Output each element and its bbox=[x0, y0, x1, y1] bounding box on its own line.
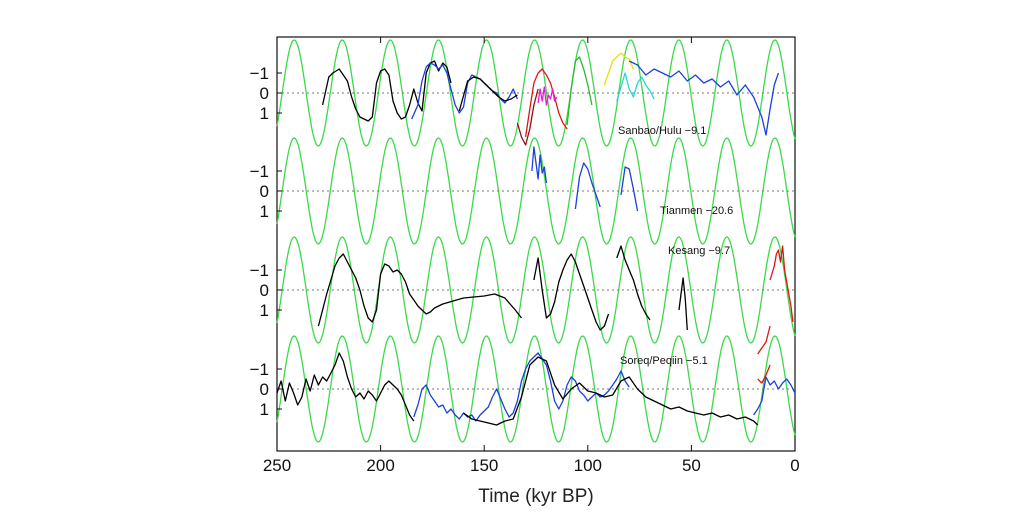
series-sanbao-hulu-red bbox=[524, 68, 568, 138]
series-sanbao-hulu-cyan bbox=[616, 72, 655, 102]
insolation-curve-4 bbox=[276, 335, 796, 443]
series-kesang-black-2 bbox=[533, 253, 610, 331]
insolation-curve-1 bbox=[276, 39, 796, 147]
insolation-curve-3 bbox=[276, 236, 796, 344]
insolation-layer bbox=[276, 39, 796, 443]
series-soreq-peqiin-black bbox=[276, 352, 415, 422]
series-sanbao-hulu-green bbox=[566, 56, 593, 126]
series-soreq-peqiin-blue bbox=[413, 352, 630, 422]
series-tianmen-blue-3 bbox=[620, 166, 639, 212]
series-tianmen-blue-2 bbox=[574, 162, 601, 210]
panel-label-group: Sanbao/Hulu −9.1 Tianmen −20.6 Kesang −9.7… bbox=[618, 125, 733, 367]
y-tick-label: 1 bbox=[260, 301, 269, 320]
y-tick-label: 0 bbox=[260, 281, 269, 300]
x-tick-label: 50 bbox=[682, 456, 701, 475]
series-kesang-black-3 bbox=[616, 245, 651, 321]
y-tick-label: 0 bbox=[260, 182, 269, 201]
plot-frame bbox=[276, 36, 796, 452]
series-sanbao-hulu-magenta bbox=[537, 86, 558, 106]
y-tick-group: −101−101−101−101 bbox=[250, 64, 282, 419]
panel-label: Kesang −9.7 bbox=[668, 245, 730, 257]
x-tick-label: 150 bbox=[470, 456, 498, 475]
series-kesang-black bbox=[317, 253, 523, 327]
x-tick-label: 200 bbox=[366, 456, 394, 475]
y-tick-label: 0 bbox=[260, 84, 269, 103]
insolation-curve-2 bbox=[276, 137, 796, 245]
x-tick-label: 100 bbox=[574, 456, 602, 475]
y-tick-label: −1 bbox=[250, 360, 269, 379]
x-tick-label: 250 bbox=[263, 456, 291, 475]
series-sanbao-hulu-darkred bbox=[516, 88, 539, 146]
x-axis-title: Time (kyr BP) bbox=[478, 486, 593, 507]
y-tick-label: 1 bbox=[260, 104, 269, 123]
series-soreq-peqiin-red bbox=[757, 364, 771, 384]
series-layer bbox=[276, 52, 796, 426]
series-soreq-peqiin-blue-2 bbox=[753, 376, 796, 416]
series-sanbao-hulu-blue-2 bbox=[628, 60, 780, 136]
y-tick-label: 0 bbox=[260, 380, 269, 399]
y-tick-label: 1 bbox=[260, 202, 269, 221]
series-kesang-red-2 bbox=[757, 325, 771, 355]
series-tianmen-blue bbox=[531, 146, 548, 184]
series-sanbao-hulu-black-2 bbox=[458, 76, 518, 112]
zero-lines bbox=[277, 92, 795, 390]
panel-label: Tianmen −20.6 bbox=[660, 205, 733, 217]
y-tick-label: 1 bbox=[260, 400, 269, 419]
series-sanbao-hulu-yellow bbox=[603, 52, 634, 86]
y-tick-label: −1 bbox=[250, 162, 269, 181]
y-tick-label: −1 bbox=[250, 261, 269, 280]
series-soreq-peqiin-black-2 bbox=[463, 356, 759, 426]
panel-label: Sanbao/Hulu −9.1 bbox=[618, 125, 706, 137]
series-kesang-red bbox=[769, 245, 794, 323]
x-tick-group: 250 200 150 100 50 0 bbox=[263, 37, 800, 475]
series-kesang-black-4 bbox=[678, 277, 688, 331]
x-tick-label: 0 bbox=[790, 456, 799, 475]
panel-label: Soreq/Peqiin −5.1 bbox=[620, 355, 708, 367]
y-tick-label: −1 bbox=[250, 64, 269, 83]
